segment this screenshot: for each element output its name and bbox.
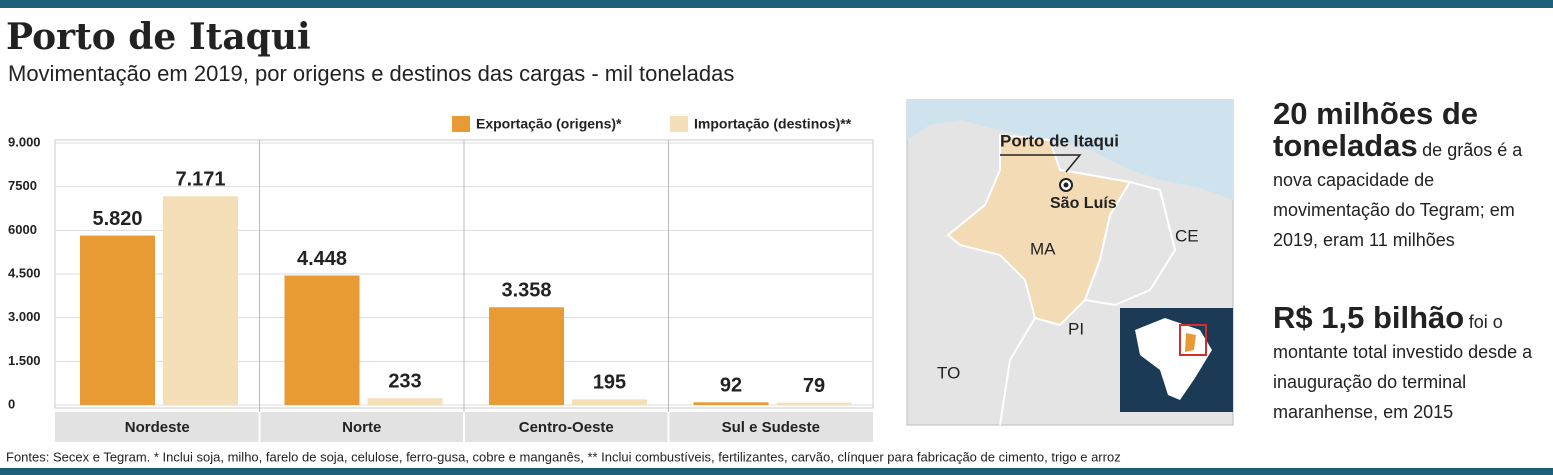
state-label: CE bbox=[1175, 226, 1199, 245]
state-label: PI bbox=[1068, 319, 1084, 338]
bar bbox=[776, 402, 852, 405]
bar bbox=[572, 399, 647, 405]
side-big: R$ 1,5 bilhão bbox=[1273, 300, 1465, 335]
y-tick-label: 9.000 bbox=[8, 134, 41, 149]
value-label: 233 bbox=[388, 370, 421, 392]
value-label: 79 bbox=[803, 375, 825, 397]
state-label: TO bbox=[937, 363, 960, 382]
side-small: foi o montante total investido desde a i… bbox=[1273, 312, 1533, 422]
value-label: 92 bbox=[720, 375, 742, 397]
bar bbox=[693, 402, 769, 405]
y-tick-label: 3.000 bbox=[8, 309, 41, 324]
port-label: Porto de Itaqui bbox=[1000, 131, 1119, 150]
map: Porto de Itaqui São Luís MA CE PI TO bbox=[906, 99, 1234, 426]
bar bbox=[367, 398, 443, 405]
legend-swatch bbox=[452, 116, 470, 132]
x-tick-label: Sul e Sudeste bbox=[722, 419, 820, 436]
x-tick-label: Centro-Oeste bbox=[519, 419, 614, 436]
y-tick-label: 0 bbox=[8, 396, 15, 411]
value-label: 5.820 bbox=[92, 208, 142, 230]
legend-swatch bbox=[670, 116, 688, 132]
bar bbox=[489, 307, 564, 405]
side-small: de grãos é a nova capacidade de moviment… bbox=[1273, 140, 1523, 250]
legend-label: Exportação (origens)* bbox=[476, 116, 622, 132]
state-label: MA bbox=[1030, 239, 1056, 258]
leader-line bbox=[1000, 154, 1082, 173]
bar bbox=[80, 235, 155, 405]
source: Fontes: Secex e Tegram. * Inclui soja, m… bbox=[6, 449, 1121, 464]
sea bbox=[907, 100, 1233, 200]
port-dot-core bbox=[1063, 182, 1069, 188]
value-label: 3.358 bbox=[501, 280, 551, 302]
bottom-bar bbox=[0, 468, 1553, 475]
city-label: São Luís bbox=[1050, 195, 1117, 212]
inset-ma bbox=[1185, 333, 1196, 352]
y-tick-label: 6000 bbox=[8, 222, 37, 237]
value-label: 4.448 bbox=[297, 248, 347, 270]
bar bbox=[163, 196, 238, 405]
value-label: 195 bbox=[593, 372, 626, 394]
side-big: 20 milhões de toneladas bbox=[1273, 96, 1479, 163]
y-tick-label: 4.500 bbox=[8, 265, 41, 280]
side-note: R$ 1,5 bilhão foi o montante total inves… bbox=[1273, 302, 1538, 427]
top-bar bbox=[0, 0, 1553, 8]
borders bbox=[999, 180, 1177, 426]
chart-subtitle: Movimentação em 2019, por origens e dest… bbox=[8, 61, 734, 86]
legend-label: Importação (destinos)** bbox=[694, 116, 852, 132]
y-tick-label: 7500 bbox=[8, 178, 37, 193]
side-note: 20 milhões de toneladas de grãos é a nov… bbox=[1273, 98, 1538, 255]
x-tick-label: Norte bbox=[342, 419, 381, 436]
inset-frame bbox=[1179, 324, 1207, 356]
bar bbox=[284, 275, 360, 405]
value-label: 7.171 bbox=[175, 169, 225, 191]
chart-title: Porto de Itaqui bbox=[6, 16, 311, 58]
x-tick-label: Nordeste bbox=[125, 419, 190, 436]
y-tick-label: 1.500 bbox=[8, 353, 41, 368]
